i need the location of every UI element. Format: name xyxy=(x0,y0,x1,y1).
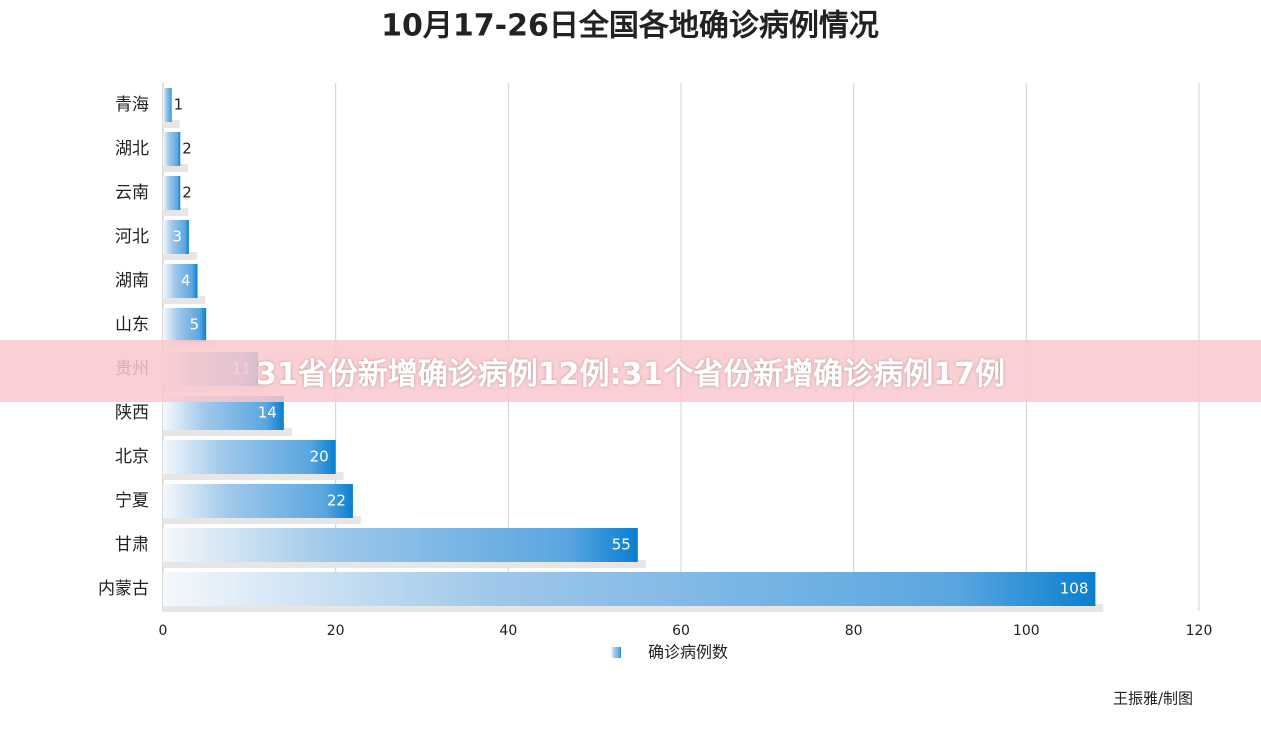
y-tick-label: 湖南 xyxy=(115,271,149,291)
x-tick-label: 60 xyxy=(672,623,690,639)
value-label: 22 xyxy=(327,492,346,510)
bar-shadow xyxy=(163,604,1104,612)
bar-shadow xyxy=(163,428,292,436)
x-tick-label: 120 xyxy=(1186,623,1213,639)
y-tick-label: 甘肃 xyxy=(115,535,149,555)
bar-shadow xyxy=(163,164,189,172)
bar xyxy=(163,528,638,562)
y-tick-label: 湖北 xyxy=(115,139,149,159)
bar-shadow xyxy=(163,516,361,524)
legend-label: 确诊病例数 xyxy=(648,643,728,662)
y-tick-label: 内蒙古 xyxy=(98,579,149,599)
bar xyxy=(163,176,181,210)
bar xyxy=(163,220,189,254)
value-label: 3 xyxy=(172,228,182,246)
bar-shadow xyxy=(163,208,189,216)
x-tick-label: 20 xyxy=(327,623,345,639)
bar xyxy=(163,132,181,166)
y-tick-label: 北京 xyxy=(115,447,149,467)
chart-title: 10月17-26日全国各地确诊病例情况 xyxy=(381,9,879,44)
bar xyxy=(163,440,336,474)
y-tick-label: 宁夏 xyxy=(115,491,149,511)
value-label: 1 xyxy=(174,96,184,114)
value-label: 2 xyxy=(182,140,192,158)
banner-text: 31省份新增确诊病例12例:31个省份新增确诊病例17例 xyxy=(256,357,1005,392)
bar-shadow xyxy=(163,252,197,260)
bar xyxy=(163,308,207,342)
y-tick-label: 山东 xyxy=(115,315,149,335)
value-label: 5 xyxy=(190,316,200,334)
bar xyxy=(163,88,172,122)
y-tick-label: 陕西 xyxy=(115,403,149,423)
x-tick-label: 80 xyxy=(845,623,863,639)
bar-shadow xyxy=(163,120,180,128)
value-label: 2 xyxy=(182,184,192,202)
y-tick-label: 河北 xyxy=(115,227,149,247)
bar-shadow xyxy=(163,472,344,480)
banner: 31省份新增确诊病例12例:31个省份新增确诊病例17例 xyxy=(0,340,1261,402)
x-tick-label: 100 xyxy=(1013,623,1040,639)
bar-shadow xyxy=(163,560,646,568)
x-tick-label: 40 xyxy=(499,623,517,639)
legend-swatch xyxy=(611,647,621,658)
bar xyxy=(163,484,353,518)
value-label: 108 xyxy=(1060,580,1089,598)
value-label: 4 xyxy=(181,272,191,290)
credit: 王振雅/制图 xyxy=(1113,690,1193,708)
value-label: 20 xyxy=(310,448,329,466)
y-tick-label: 云南 xyxy=(115,183,149,203)
y-tick-label: 青海 xyxy=(115,95,149,115)
value-label: 14 xyxy=(258,404,277,422)
x-tick-label: 0 xyxy=(159,623,168,639)
bar xyxy=(163,264,198,298)
value-label: 55 xyxy=(612,536,631,554)
bar-shadow xyxy=(163,296,206,304)
bar xyxy=(163,572,1096,606)
